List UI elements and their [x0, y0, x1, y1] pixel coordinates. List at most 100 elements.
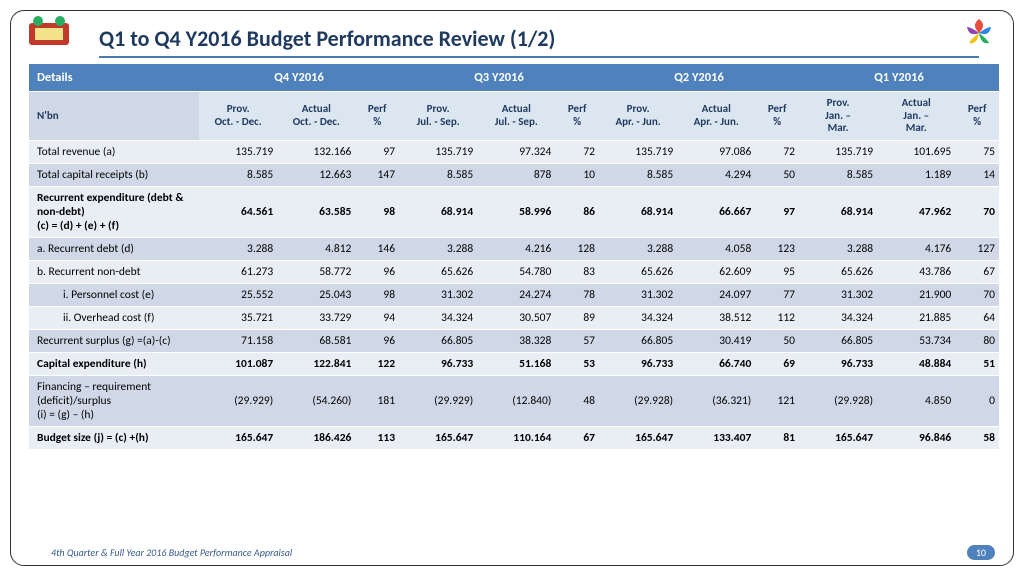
- state-crest-logo: [27, 15, 71, 49]
- q4-actual: 25.043: [277, 283, 355, 306]
- footer-text: 4th Quarter & Full Year 2016 Budget Perf…: [51, 546, 292, 559]
- q1-actual: 48.884: [877, 352, 955, 375]
- table-row: Budget size (j) = (c) +(h) 165.647 186.426…: [29, 426, 999, 449]
- subhdr-nbn: N'bn: [29, 92, 199, 141]
- q4-actual: 12.663: [277, 163, 355, 186]
- q1-actual: 4.176: [877, 237, 955, 260]
- q3-actual: 878: [477, 163, 555, 186]
- q4-actual: 186.426: [277, 426, 355, 449]
- q3-perf: 86: [555, 186, 599, 237]
- q4-perf: 94: [355, 306, 399, 329]
- q3-actual: 38.328: [477, 329, 555, 352]
- row-label: b. Recurrent non-debt: [29, 260, 199, 283]
- q3-prov: 3.288: [399, 237, 477, 260]
- q1-prov: 65.626: [799, 260, 877, 283]
- row-label: Recurrent surplus (g) =(a)-(c): [29, 329, 199, 352]
- q3-perf: 10: [555, 163, 599, 186]
- subhdr-q3-prov: Prov.Jul. - Sep.: [399, 92, 477, 141]
- q3-perf: 78: [555, 283, 599, 306]
- q2-prov: 65.626: [599, 260, 677, 283]
- subhdr-q3-actual: ActualJul. - Sep.: [477, 92, 555, 141]
- q2-prov: 135.719: [599, 140, 677, 163]
- q4-perf: 146: [355, 237, 399, 260]
- q1-actual: 1.189: [877, 163, 955, 186]
- q2-actual: 97.086: [677, 140, 755, 163]
- q4-perf: 98: [355, 283, 399, 306]
- q1-actual: 4.850: [877, 375, 955, 426]
- q4-perf: 97: [355, 140, 399, 163]
- q4-prov: 64.561: [199, 186, 277, 237]
- subhdr-q2-prov: Prov.Apr. - Jun.: [599, 92, 677, 141]
- q1-perf: 80: [955, 329, 999, 352]
- q4-prov: 61.273: [199, 260, 277, 283]
- q4-actual: 63.585: [277, 186, 355, 237]
- q1-actual: 21.900: [877, 283, 955, 306]
- q4-prov: 35.721: [199, 306, 277, 329]
- table-body: Total revenue (a)135.719132.16697135.719…: [29, 140, 999, 449]
- q1-perf: 70: [955, 186, 999, 237]
- q2-perf: 112: [755, 306, 799, 329]
- q4-prov: 71.158: [199, 329, 277, 352]
- q3-prov: 66.805: [399, 329, 477, 352]
- q3-actual: (12.840): [477, 375, 555, 426]
- col-q1: Q1 Y2016: [799, 64, 999, 92]
- q2-actual: 24.097: [677, 283, 755, 306]
- q3-perf: 72: [555, 140, 599, 163]
- row-label: Capital expenditure (h): [29, 352, 199, 375]
- row-label: Recurrent expenditure (debt & non-debt)(…: [29, 186, 199, 237]
- col-q2: Q2 Y2016: [599, 64, 799, 92]
- q2-perf: 69: [755, 352, 799, 375]
- q2-actual: 38.512: [677, 306, 755, 329]
- slide-frame: Q1 to Q4 Y2016 Budget Performance Review…: [10, 10, 1014, 566]
- subhdr-q4-prov: Prov.Oct. - Dec.: [199, 92, 277, 141]
- q3-prov: 135.719: [399, 140, 477, 163]
- q2-perf: 50: [755, 329, 799, 352]
- q3-prov: 68.914: [399, 186, 477, 237]
- q4-actual: 33.729: [277, 306, 355, 329]
- row-label: i. Personnel cost (e): [29, 283, 199, 306]
- q2-actual: 62.609: [677, 260, 755, 283]
- col-q3: Q3 Y2016: [399, 64, 599, 92]
- budget-performance-table: Details Q4 Y2016 Q3 Y2016 Q2 Y2016 Q1 Y2…: [29, 64, 999, 450]
- q3-prov: 31.302: [399, 283, 477, 306]
- q2-actual: 66.667: [677, 186, 755, 237]
- q1-actual: 21.885: [877, 306, 955, 329]
- q3-actual: 58.996: [477, 186, 555, 237]
- table-row: i. Personnel cost (e)25.55225.0439831.30…: [29, 283, 999, 306]
- col-q4: Q4 Y2016: [199, 64, 399, 92]
- q3-perf: 67: [555, 426, 599, 449]
- q1-actual: 101.695: [877, 140, 955, 163]
- q1-prov: 68.914: [799, 186, 877, 237]
- q1-prov: 3.288: [799, 237, 877, 260]
- q3-actual: 110.164: [477, 426, 555, 449]
- q2-prov: 34.324: [599, 306, 677, 329]
- row-label: Total capital receipts (b): [29, 163, 199, 186]
- q4-prov: 135.719: [199, 140, 277, 163]
- q2-prov: 31.302: [599, 283, 677, 306]
- q4-prov: 3.288: [199, 237, 277, 260]
- q2-perf: 50: [755, 163, 799, 186]
- q1-actual: 43.786: [877, 260, 955, 283]
- q1-perf: 0: [955, 375, 999, 426]
- row-label: Total revenue (a): [29, 140, 199, 163]
- q1-prov: 66.805: [799, 329, 877, 352]
- q4-prov: 25.552: [199, 283, 277, 306]
- q3-perf: 48: [555, 375, 599, 426]
- q4-prov: 8.585: [199, 163, 277, 186]
- q3-perf: 83: [555, 260, 599, 283]
- q1-prov: 165.647: [799, 426, 877, 449]
- q2-prov: 165.647: [599, 426, 677, 449]
- q2-actual: 4.294: [677, 163, 755, 186]
- table-header-groups: Details Q4 Y2016 Q3 Y2016 Q2 Y2016 Q1 Y2…: [29, 64, 999, 92]
- q3-prov: 34.324: [399, 306, 477, 329]
- q4-actual: 122.841: [277, 352, 355, 375]
- q1-prov: 8.585: [799, 163, 877, 186]
- q4-actual: 68.581: [277, 329, 355, 352]
- q1-actual: 96.846: [877, 426, 955, 449]
- q4-perf: 96: [355, 260, 399, 283]
- q2-prov: (29.928): [599, 375, 677, 426]
- table-row: Total revenue (a)135.719132.16697135.719…: [29, 140, 999, 163]
- q4-perf: 98: [355, 186, 399, 237]
- q3-actual: 24.274: [477, 283, 555, 306]
- row-label: Budget size (j) = (c) +(h): [29, 426, 199, 449]
